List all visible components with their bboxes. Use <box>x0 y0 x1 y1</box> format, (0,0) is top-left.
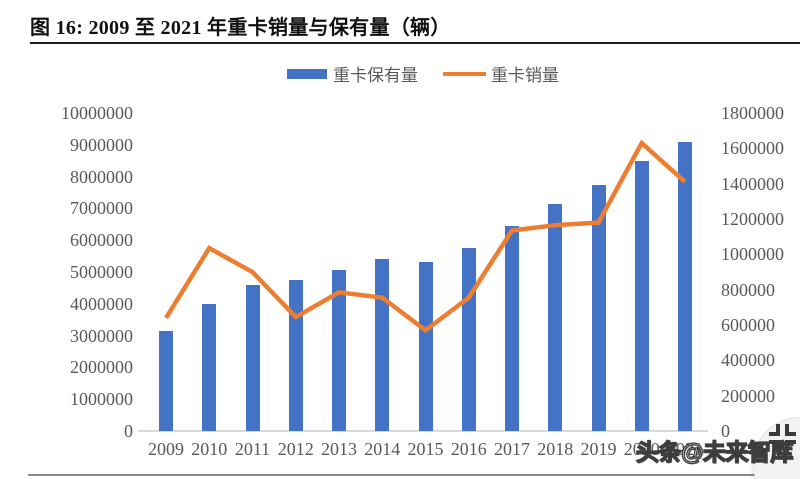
x-axis-label-2020: 2020 <box>623 439 660 459</box>
left-axis-tick-label: 8000000 <box>70 166 133 187</box>
left-axis-tick-label: 9000000 <box>70 134 133 155</box>
figure-bottom-rule <box>28 474 800 476</box>
bar-2018 <box>548 203 563 431</box>
left-axis-tick-label: 2000000 <box>70 357 133 378</box>
legend-label-xiaoliang: 重卡销量 <box>491 66 559 85</box>
chart-legend: 重卡保有量 重卡销量 <box>287 61 559 86</box>
right-axis-tick-label: 0 <box>721 421 730 441</box>
x-axis-label-2012: 2012 <box>277 439 314 459</box>
left-axis-tick-label: 1000000 <box>70 389 133 410</box>
legend-bar-swatch <box>287 68 327 79</box>
legend-line-swatch <box>443 71 486 76</box>
x-axis-label-2009: 2009 <box>148 439 184 459</box>
right-axis-tick-label: 1800000 <box>721 103 784 123</box>
title-underline <box>30 42 800 44</box>
bar-2016 <box>461 248 476 431</box>
x-axis-label-2013: 2013 <box>321 439 357 459</box>
bar-2015 <box>418 262 433 431</box>
bar-2011 <box>245 284 260 431</box>
bar-2009 <box>159 330 173 431</box>
left-axis-tick-label: 0 <box>124 421 133 441</box>
bar-2010 <box>202 303 217 431</box>
x-axis-label-2014: 2014 <box>364 439 401 459</box>
x-axis-label-2011: 2011 <box>234 439 271 459</box>
x-axis-label-2021: 2021 <box>667 439 703 459</box>
x-axis-label-2010: 2010 <box>191 439 228 459</box>
left-axis-tick-label: 10000000 <box>61 103 133 123</box>
bar-2012 <box>288 279 303 431</box>
right-axis-tick-label: 800000 <box>721 279 775 300</box>
right-axis-tick-label: 1600000 <box>721 138 784 159</box>
bar-2017 <box>505 225 519 431</box>
left-axis-tick-label: 7000000 <box>70 198 133 219</box>
x-axis-label-2018: 2018 <box>537 439 574 459</box>
left-axis-tick-label: 3000000 <box>70 325 133 346</box>
bar-2013 <box>332 270 346 431</box>
right-axis-tick-label: 400000 <box>721 350 775 371</box>
bar-2014 <box>375 259 390 431</box>
right-axis-tick-label: 200000 <box>721 385 775 406</box>
x-axis-line <box>138 430 708 432</box>
left-axis-tick-label: 6000000 <box>70 230 133 251</box>
left-axis-tick-label: 4000000 <box>70 293 133 314</box>
x-axis-label-2017: 2017 <box>494 439 530 459</box>
figure-title: 图 16: 2009 至 2021 年重卡销量与保有量（辆） <box>30 17 451 39</box>
bar-2019 <box>591 184 606 431</box>
right-axis-tick-label: 600000 <box>721 315 775 335</box>
left-axis-tick-label: 5000000 <box>70 262 133 282</box>
bar-2021 <box>678 141 692 431</box>
legend-label-baoyouliang: 重卡保有量 <box>333 66 418 85</box>
toutiao-grid-icon <box>769 424 799 452</box>
x-axis-label-2019: 2019 <box>580 439 617 459</box>
right-axis-tick-label: 1000000 <box>721 244 784 265</box>
bar-2020 <box>634 160 649 431</box>
watermark-text: 头条@未来智库 <box>635 438 794 465</box>
x-axis-label-2016: 2016 <box>450 439 487 459</box>
right-axis-tick-label: 1200000 <box>721 209 784 229</box>
x-axis-label-2015: 2015 <box>407 439 444 459</box>
right-axis-tick-label: 1400000 <box>721 173 784 194</box>
